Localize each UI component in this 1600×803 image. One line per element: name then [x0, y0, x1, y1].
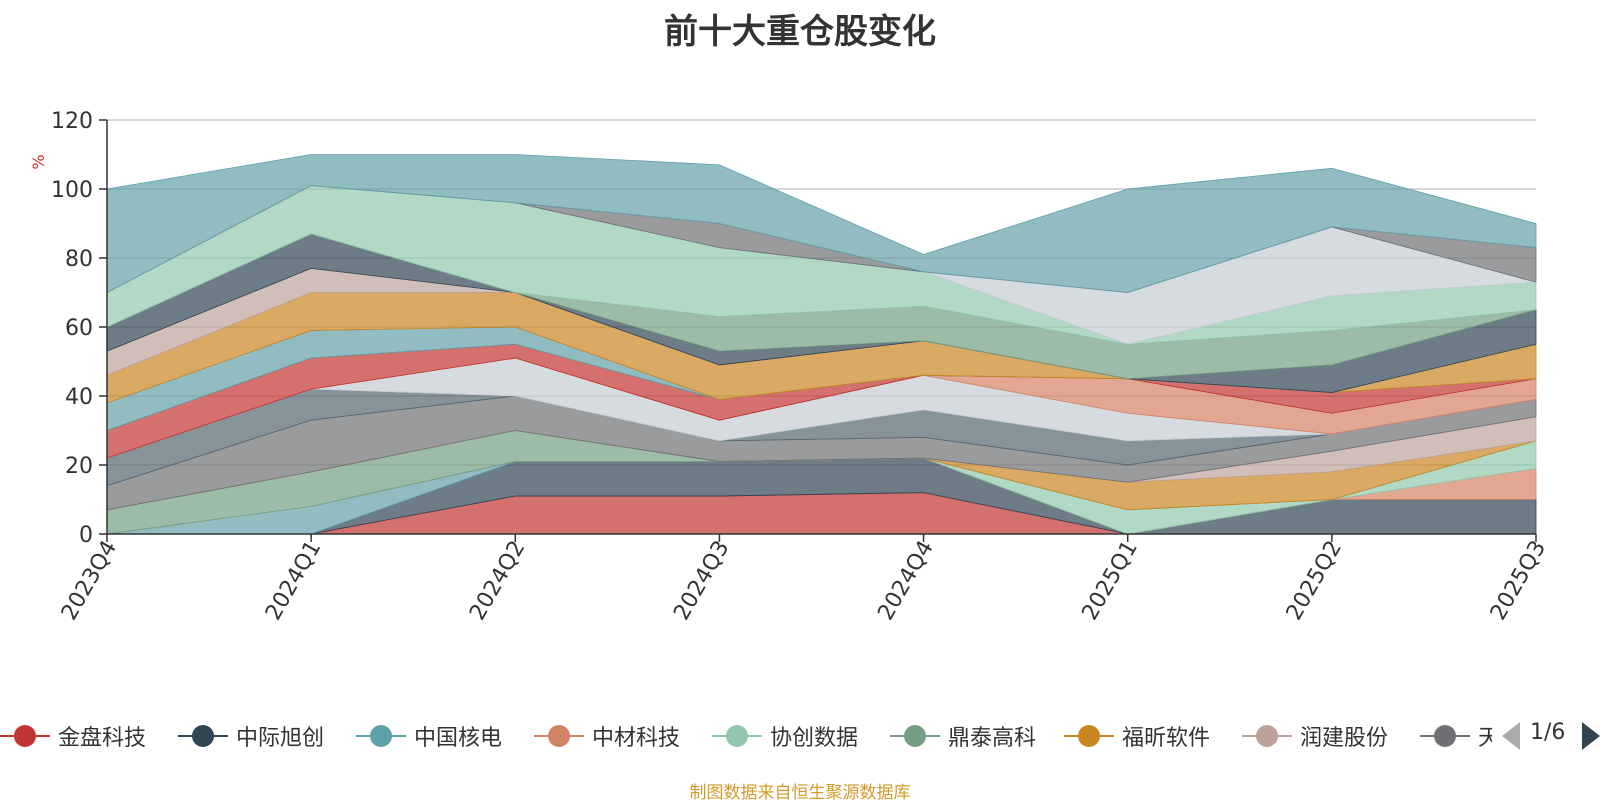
legend-marker-icon: [178, 718, 228, 754]
x-tick-label: 2025Q1: [1078, 537, 1143, 625]
x-tick-label: 2025Q3: [1486, 537, 1551, 625]
y-tick-label: 120: [51, 109, 93, 134]
legend-item[interactable]: 协创数据: [712, 718, 858, 754]
y-tick-label: 100: [51, 178, 93, 203]
y-tick-label: 20: [65, 454, 93, 479]
legend-marker-icon: [1064, 718, 1114, 754]
legend-item[interactable]: 福昕软件: [1064, 718, 1210, 754]
legend-marker-icon: [712, 718, 762, 754]
legend-item[interactable]: 中际旭创: [178, 718, 324, 754]
legend-label: 中际旭创: [236, 726, 325, 751]
x-tick-label: 2024Q3: [669, 537, 734, 625]
y-tick-label: 0: [79, 523, 93, 548]
legend-label: 润建股份: [1300, 726, 1389, 751]
y-axis-unit-label: %: [29, 154, 48, 169]
legend-item[interactable]: 金盘科技: [0, 718, 146, 754]
x-tick-label: 2025Q2: [1282, 537, 1347, 625]
x-tick-label: 2024Q2: [465, 537, 530, 625]
legend-label: 中国核电: [414, 726, 503, 751]
legend-marker-icon: [890, 718, 940, 754]
legend-marker-icon: [0, 718, 50, 754]
area-series-22: [106, 154, 1537, 294]
y-tick-label: 80: [65, 247, 93, 272]
legend-next-icon[interactable]: [1582, 722, 1600, 750]
legend-label: 协创数据: [770, 726, 859, 751]
legend-pager: 1/6: [1500, 718, 1600, 754]
legend-label: 天孚通信: [1478, 726, 1492, 751]
legend-label: 金盘科技: [58, 726, 147, 751]
x-tick-label: 2024Q4: [873, 537, 938, 625]
data-source-note: 制图数据来自恒生聚源数据库: [689, 783, 911, 803]
legend-label: 鼎泰高科: [948, 726, 1037, 751]
legend-item[interactable]: 天孚通信: [1420, 718, 1492, 754]
x-tick-label: 2024Q1: [261, 537, 326, 625]
legend-marker-icon: [534, 718, 584, 754]
legend-item[interactable]: 润建股份: [1242, 718, 1388, 754]
legend: 金盘科技 中际旭创 中国核电 中材科技 协创数据 鼎泰高科 福昕软件 润建股份 天孚通信: [0, 718, 1492, 754]
legend-prev-icon[interactable]: [1502, 722, 1520, 750]
legend-label: 中材科技: [592, 726, 681, 751]
legend-item[interactable]: 鼎泰高科: [890, 718, 1036, 754]
x-tick-label: 2023Q4: [57, 537, 122, 625]
legend-label: 福昕软件: [1122, 726, 1211, 751]
y-tick-label: 40: [65, 385, 93, 410]
legend-marker-icon: [1242, 718, 1292, 754]
legend-page-indicator: 1/6: [1530, 720, 1566, 745]
legend-marker-icon: [356, 718, 406, 754]
legend-item[interactable]: 中国核电: [356, 718, 502, 754]
legend-marker-icon: [1420, 718, 1470, 754]
chart-title: 前十大重仓股变化: [664, 12, 936, 52]
legend-item[interactable]: 中材科技: [534, 718, 680, 754]
y-tick-label: 60: [65, 316, 93, 341]
